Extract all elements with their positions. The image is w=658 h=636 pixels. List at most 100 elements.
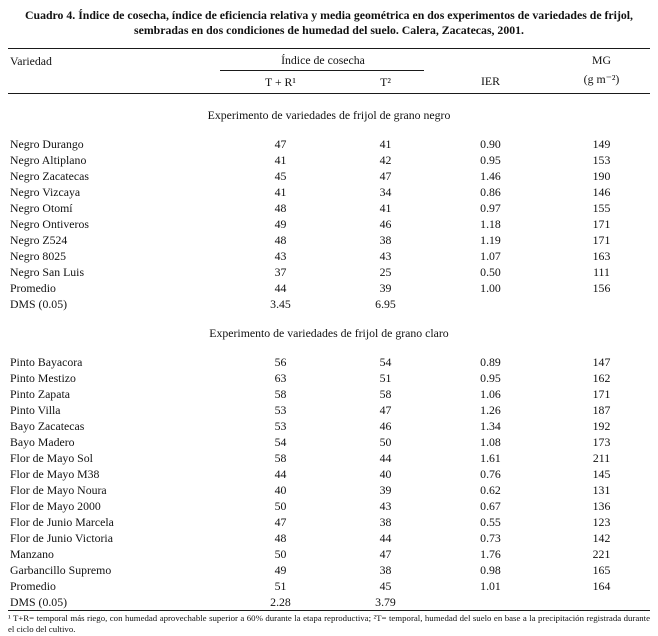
value-cell: 173 <box>592 435 611 449</box>
variety-name: Negro Durango <box>10 137 84 151</box>
value-cell: 50 <box>274 499 287 513</box>
table-row: Flor de Mayo 2000 50 43 0.67 136 <box>8 498 650 514</box>
table-row: DMS (0.05) 2.28 3.79 <box>8 594 650 610</box>
value-cell: 40 <box>274 483 287 497</box>
value-cell: 49 <box>274 217 287 231</box>
table-row: Flor de Mayo Sol 58 44 1.61 211 <box>8 450 650 466</box>
value-cell: 1.06 <box>480 387 501 401</box>
value-cell: 45 <box>274 169 287 183</box>
group-label-indice-de-cosecha: Índice de cosecha <box>281 53 365 67</box>
table-row: Bayo Zacatecas 53 46 1.34 192 <box>8 418 650 434</box>
value-cell: 41 <box>274 185 287 199</box>
value-cell: 153 <box>592 153 611 167</box>
value-cell: 0.67 <box>480 499 501 513</box>
variety-name: Bayo Zacatecas <box>10 419 85 433</box>
value-cell: 0.55 <box>480 515 501 529</box>
value-cell: 47 <box>274 515 287 529</box>
value-cell: 1.61 <box>480 451 501 465</box>
value-cell: 41 <box>379 137 392 151</box>
value-cell: 192 <box>592 419 611 433</box>
value-cell: 2.28 <box>270 595 291 609</box>
variety-name: Negro 8025 <box>10 249 67 263</box>
value-cell: 47 <box>379 169 392 183</box>
column-header-ier: IER <box>480 74 500 88</box>
mg-label: MG <box>591 53 611 67</box>
table-row: Pinto Zapata 58 58 1.06 171 <box>8 386 650 402</box>
variety-name: Flor de Junio Victoria <box>10 531 113 545</box>
value-cell: 0.90 <box>480 137 501 151</box>
value-cell: 1.26 <box>480 403 501 417</box>
column-header-t-plus-r: T + R¹ <box>265 75 296 89</box>
value-cell: 48 <box>274 531 287 545</box>
value-cell: 53 <box>274 419 287 433</box>
variety-name: Negro Ontiveros <box>10 217 89 231</box>
value-cell: 0.76 <box>480 467 501 481</box>
value-cell: 6.95 <box>375 297 396 311</box>
value-cell: 111 <box>593 265 610 279</box>
value-cell: 58 <box>379 387 392 401</box>
value-cell: 3.79 <box>375 595 396 609</box>
value-cell: 1.34 <box>480 419 501 433</box>
value-cell: 155 <box>592 201 611 215</box>
value-cell: 0.98 <box>480 563 501 577</box>
variety-name: Negro Z524 <box>10 233 68 247</box>
variety-name: Flor de Junio Marcela <box>10 515 114 529</box>
value-cell: 48 <box>274 201 287 215</box>
value-cell: 145 <box>592 467 611 481</box>
section-heading: Experimento de variedades de frijol de g… <box>209 326 449 340</box>
table-row: DMS (0.05) 3.45 6.95 <box>8 296 650 312</box>
value-cell <box>553 594 650 610</box>
value-cell: 162 <box>592 371 611 385</box>
value-cell: 44 <box>379 451 392 465</box>
top-rule <box>8 48 650 49</box>
value-cell: 1.19 <box>480 233 501 247</box>
table-row: Garbancillo Supremo 49 38 0.98 165 <box>8 562 650 578</box>
value-cell: 1.01 <box>480 579 501 593</box>
value-cell: 0.73 <box>480 531 501 545</box>
value-cell: 1.08 <box>480 435 501 449</box>
value-cell: 39 <box>379 281 392 295</box>
value-cell <box>553 296 650 312</box>
value-cell: 171 <box>592 233 611 247</box>
value-cell: 1.46 <box>480 169 501 183</box>
value-cell: 45 <box>379 579 392 593</box>
value-cell: 47 <box>379 547 392 561</box>
value-cell: 171 <box>592 387 611 401</box>
value-cell: 0.50 <box>480 265 501 279</box>
variety-name: Negro San Luis <box>10 265 85 279</box>
value-cell: 142 <box>592 531 611 545</box>
variety-name: Manzano <box>10 547 54 561</box>
value-cell: 39 <box>379 483 392 497</box>
table-row: Pinto Bayacora 56 54 0.89 147 <box>8 354 650 370</box>
value-cell: 156 <box>592 281 611 295</box>
value-cell: 0.97 <box>480 201 501 215</box>
table-row: Pinto Mestizo 63 51 0.95 162 <box>8 370 650 386</box>
value-cell: 43 <box>379 499 392 513</box>
table-caption: Cuadro 4. Índice de cosecha, índice de e… <box>25 8 633 37</box>
column-group-indice-de-cosecha: Índice de cosecha T + R¹ T² <box>218 53 428 90</box>
variety-name: Pinto Mestizo <box>10 371 76 385</box>
value-cell: 0.95 <box>480 153 501 167</box>
value-cell: 147 <box>592 355 611 369</box>
value-cell: 38 <box>379 563 392 577</box>
variety-name: DMS (0.05) <box>10 297 68 311</box>
table-row: Flor de Junio Marcela 47 38 0.55 123 <box>8 514 650 530</box>
value-cell: 41 <box>379 201 392 215</box>
section-heading: Experimento de variedades de frijol de g… <box>207 108 451 122</box>
table-footnote: ¹ T+R= temporal más riego, con humedad a… <box>8 613 650 634</box>
table-row: Promedio 44 39 1.00 156 <box>8 280 650 296</box>
value-cell: 221 <box>592 547 611 561</box>
group-underline <box>220 70 424 71</box>
variety-name: DMS (0.05) <box>10 595 68 609</box>
value-cell: 46 <box>379 217 392 231</box>
value-cell: 190 <box>592 169 611 183</box>
table-row: Negro San Luis 37 25 0.50 111 <box>8 264 650 280</box>
value-cell: 1.18 <box>480 217 501 231</box>
value-cell: 0.89 <box>480 355 501 369</box>
value-cell <box>428 296 553 312</box>
header-rule <box>8 93 650 94</box>
variety-name: Promedio <box>10 281 56 295</box>
value-cell: 42 <box>379 153 392 167</box>
value-cell: 56 <box>274 355 287 369</box>
value-cell: 50 <box>274 547 287 561</box>
